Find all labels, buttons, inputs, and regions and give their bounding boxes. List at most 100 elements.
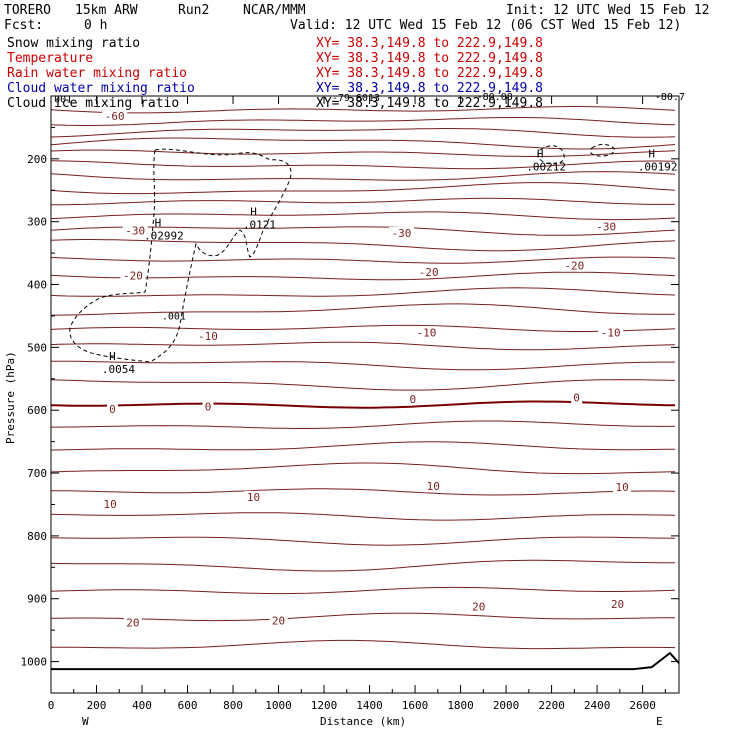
ice-contour-label: -80.7 (655, 92, 685, 103)
legend: Snow mixing ratio XY= 38.3,149.8 to 222.… (7, 36, 543, 111)
x-tick-label: 2600 (629, 699, 656, 712)
isotherm-line (51, 197, 675, 206)
temperature-label-bg (416, 265, 442, 278)
isotherm-line (50, 612, 675, 622)
isotherm-line (50, 559, 675, 572)
legend-snow-xy: XY= 38.3,149.8 to 222.9,149.8 (316, 36, 543, 51)
temperature-label-bg (413, 326, 439, 339)
ice-contour-label: -80.08 (477, 92, 513, 103)
legend-rain-label: Rain water mixing ratio (7, 66, 187, 81)
temperature-label: -10 (601, 326, 621, 339)
isotherm-lines (50, 106, 680, 671)
temperature-label: -20 (123, 270, 143, 283)
header-run: Run2 (178, 3, 209, 18)
y-tick-label: 1000 (21, 656, 48, 669)
header-init: Init: 12 UTC Wed 15 Feb 12 (506, 3, 710, 18)
temperature-label: -20 (564, 260, 584, 273)
isotherm-line (50, 287, 676, 297)
isotherm-line (50, 160, 676, 170)
temperature-label-bg (424, 480, 443, 493)
ice-labels: H.02992H.0121H.0054H.00212H.00192.001.00… (48, 92, 685, 376)
legend-rain-xy: XY= 38.3,149.8 to 222.9,149.8 (316, 66, 543, 81)
temperature-label-bg (102, 110, 128, 123)
header-fcst-value: 0 h (84, 18, 107, 33)
ice-max-value: .0121 (243, 218, 276, 231)
x-tick-label: 1200 (311, 699, 338, 712)
cloud-ice-contours (69, 143, 616, 363)
header-fcst-label: Fcst: (4, 18, 43, 33)
legend-snow-label: Snow mixing ratio (7, 36, 140, 51)
temperature-label-bg (101, 497, 120, 510)
x-end-label-east: E (656, 715, 663, 728)
isotherm-line (51, 420, 676, 429)
legend-cloud-ice-xy: XY= 38.3,149.8 to 222.9,149.8 (316, 96, 543, 111)
x-end-label-west: W (82, 715, 89, 728)
y-axis-title: Pressure (hPa) (4, 351, 17, 444)
ice-contour (590, 143, 616, 157)
x-tick-label: 2200 (538, 699, 565, 712)
surface-line (51, 651, 680, 671)
temperature-label: 20 (472, 600, 485, 613)
temperature-label: -30 (596, 221, 616, 234)
legend-cloud-ice-label: Cloud ice mixing ratio (7, 96, 179, 111)
x-tick-label: 800 (223, 699, 243, 712)
ice-contour (69, 148, 292, 363)
temperature-label: 0 (409, 393, 416, 406)
header-model: TORERO (4, 3, 51, 18)
temperature-label: -10 (198, 330, 218, 343)
x-tick-label: 1000 (265, 699, 292, 712)
temperature-label-bg (122, 224, 148, 237)
y-tick-label: 600 (27, 404, 47, 417)
x-tick-label: 400 (132, 699, 152, 712)
legend-cloud-water-xy: XY= 38.3,149.8 to 222.9,149.8 (316, 81, 543, 96)
isotherm-line (50, 271, 676, 281)
temperature-label: 0 (109, 403, 116, 416)
temperature-label: -30 (125, 224, 145, 237)
header-resolution: 15km ARW (75, 3, 138, 18)
isotherm-line (51, 360, 675, 371)
temperature-label-bg (613, 480, 632, 493)
temperature-label-bg (106, 402, 118, 415)
temperature-label: 10 (615, 481, 628, 494)
y-tick-label: 200 (27, 153, 47, 166)
y-tick-label: 400 (27, 279, 47, 292)
temperature-label-bg (195, 330, 221, 343)
isotherm-line (50, 137, 676, 150)
isotherm-line (50, 171, 676, 181)
x-tick-label: 2400 (584, 699, 611, 712)
temperature-label-bg (244, 490, 263, 503)
temperature-label-bg (120, 269, 146, 282)
legend-temperature-label: Temperature (7, 51, 93, 66)
ice-max-value: .02992 (144, 230, 184, 243)
zero-isotherm (50, 400, 676, 409)
temperature-label-bg (469, 600, 488, 613)
isotherm-line (50, 324, 676, 332)
ice-contour-label: -79.6013 (332, 93, 380, 104)
isotherm-line (50, 128, 676, 138)
temperature-label-bg (608, 597, 627, 610)
header-org: NCAR/MMM (243, 3, 306, 18)
temperature-label-bg (269, 614, 288, 627)
temperature-label-bg (388, 226, 414, 239)
temperature-label-bg (561, 259, 587, 272)
legend-temperature-xy: XY= 38.3,149.8 to 222.9,149.8 (316, 51, 543, 66)
axes: 0 200 400 600 800 1000 1200 1400 1600 1800 2000 220… (21, 96, 679, 712)
temperature-label-bg (598, 326, 624, 339)
x-tick-label: 1800 (447, 699, 474, 712)
x-tick-label: 200 (87, 699, 107, 712)
temperature-label: 0 (205, 400, 212, 413)
x-tick-label: 600 (178, 699, 198, 712)
x-tick-label: 1600 (402, 699, 429, 712)
y-tick-label: 800 (27, 530, 47, 543)
temperature-label: 20 (126, 617, 139, 630)
temperature-label: 0 (573, 392, 580, 405)
temperature-label: -20 (419, 266, 439, 279)
isotherm-line (50, 106, 676, 114)
ice-max-marker: H (155, 217, 162, 230)
temperature-label: 20 (611, 598, 624, 611)
y-tick-label: 900 (27, 593, 47, 606)
temperature-labels: -60 -30 -30 -30 -20 -20 -20 -10 -10 -10 0 0 0 0 10 10 10… (101, 110, 632, 630)
temperature-label-bg (202, 400, 214, 413)
isotherm-line (50, 341, 676, 351)
